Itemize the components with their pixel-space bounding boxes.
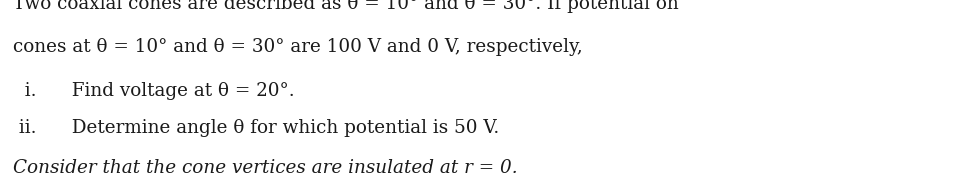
Text: i.      Find voltage at θ = 20°.: i. Find voltage at θ = 20°. xyxy=(13,82,295,100)
Text: Two coaxial cones are described as θ = 10° and θ = 30°. If potential on: Two coaxial cones are described as θ = 1… xyxy=(13,0,678,13)
Text: Consider that the cone vertices are insulated at r = 0.: Consider that the cone vertices are insu… xyxy=(13,159,517,177)
Text: cones at θ = 10° and θ = 30° are 100 V and 0 V, respectively,: cones at θ = 10° and θ = 30° are 100 V a… xyxy=(13,38,583,56)
Text: ii.      Determine angle θ for which potential is 50 V.: ii. Determine angle θ for which potentia… xyxy=(13,119,499,137)
